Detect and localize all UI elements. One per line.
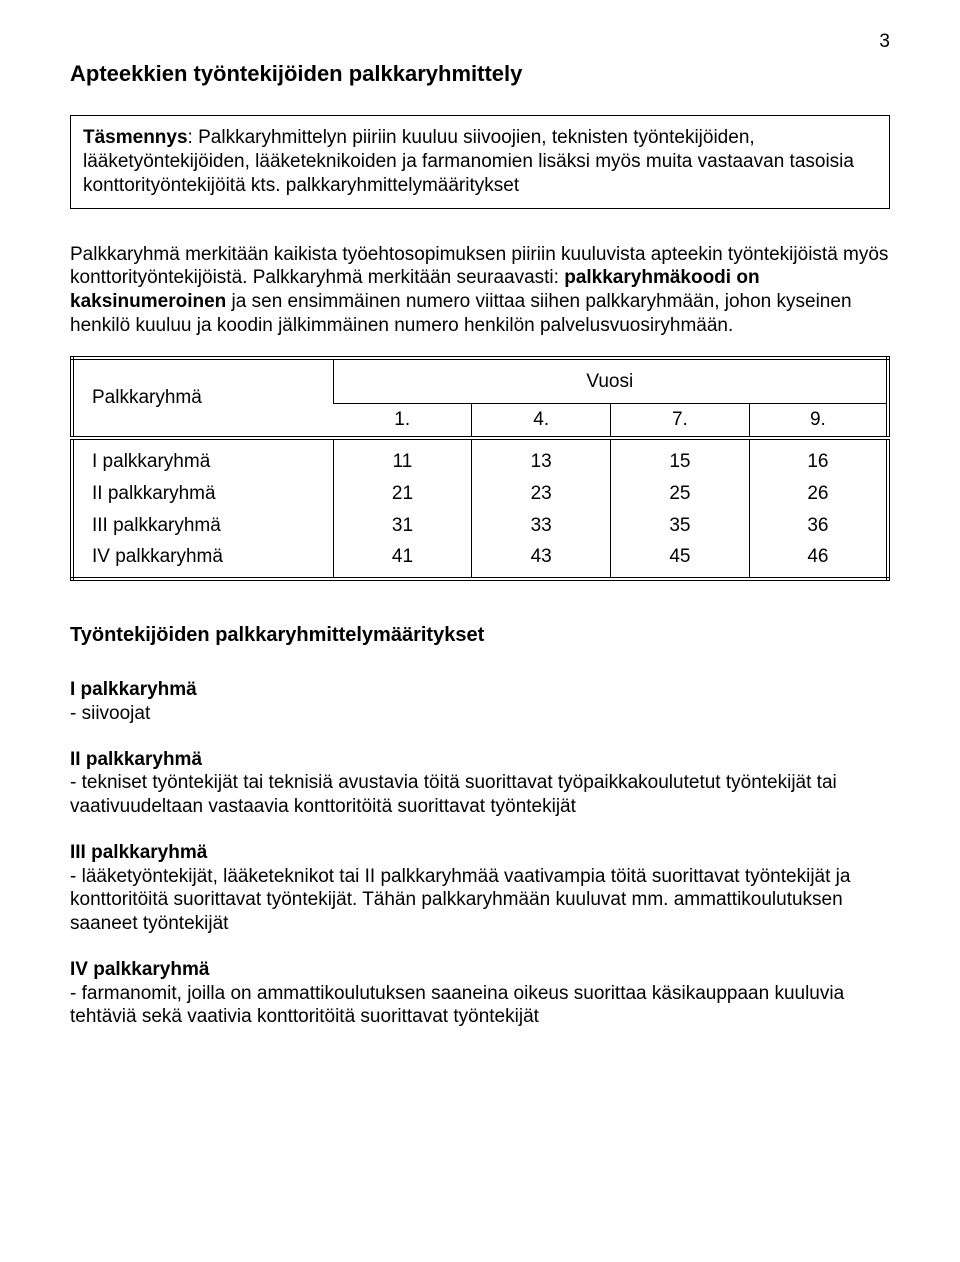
group-block: IV palkkaryhmä - farmanomit, joilla on a… <box>70 958 890 1029</box>
table-colgroup-header: Vuosi <box>333 358 888 404</box>
intro-paragraph: Palkkaryhmä merkitään kaikista työehtoso… <box>70 243 890 338</box>
table-cell: 26 <box>749 478 888 510</box>
group-name: IV palkkaryhmä <box>70 958 890 982</box>
table-row-label: III palkkaryhmä <box>72 510 333 542</box>
table-row-label: IV palkkaryhmä <box>72 541 333 579</box>
clarification-label: Täsmennys <box>83 127 188 148</box>
table-cell: 45 <box>611 541 750 579</box>
table-row: IV palkkaryhmä 41 43 45 46 <box>72 541 888 579</box>
salary-code-table: Palkkaryhmä Vuosi 1. 4. 7. 9. I palkkary… <box>70 356 890 582</box>
table-cell: 21 <box>333 478 472 510</box>
page-number: 3 <box>70 30 890 54</box>
table-cell: 35 <box>611 510 750 542</box>
table-col-year: 7. <box>611 404 750 438</box>
group-block: II palkkaryhmä - tekniset työntekijät ta… <box>70 748 890 819</box>
table-cell: 13 <box>472 438 611 478</box>
table-cell: 25 <box>611 478 750 510</box>
table-cell: 36 <box>749 510 888 542</box>
group-block: III palkkaryhmä - lääketyöntekijät, lääk… <box>70 841 890 936</box>
group-name: I palkkaryhmä <box>70 678 890 702</box>
clarification-text: : Palkkaryhmittelyn piiriin kuuluu siivo… <box>83 127 854 196</box>
definitions-heading: Työntekijöiden palkkaryhmittelymäärityks… <box>70 623 890 648</box>
table-row-label: II palkkaryhmä <box>72 478 333 510</box>
group-desc: - tekniset työntekijät tai teknisiä avus… <box>70 771 890 819</box>
table-col-year: 1. <box>333 404 472 438</box>
table-row: II palkkaryhmä 21 23 25 26 <box>72 478 888 510</box>
table-cell: 46 <box>749 541 888 579</box>
table-col-year: 9. <box>749 404 888 438</box>
table-cell: 11 <box>333 438 472 478</box>
table-cell: 15 <box>611 438 750 478</box>
group-name: II palkkaryhmä <box>70 748 890 772</box>
table-cell: 33 <box>472 510 611 542</box>
group-desc: - siivoojat <box>70 702 890 726</box>
table-cell: 43 <box>472 541 611 579</box>
clarification-box: Täsmennys: Palkkaryhmittelyn piiriin kuu… <box>70 115 890 208</box>
table-row: I palkkaryhmä 11 13 15 16 <box>72 438 888 478</box>
intro-part1: Palkkaryhmä merkitään kaikista työehtoso… <box>70 244 888 289</box>
group-desc: - farmanomit, joilla on ammattikoulutuks… <box>70 982 890 1030</box>
group-name: III palkkaryhmä <box>70 841 890 865</box>
table-col-year: 4. <box>472 404 611 438</box>
table-rowheader: Palkkaryhmä <box>72 358 333 439</box>
page-title: Apteekkien työntekijöiden palkkaryhmitte… <box>70 60 890 88</box>
group-block: I palkkaryhmä - siivoojat <box>70 678 890 726</box>
table-row: III palkkaryhmä 31 33 35 36 <box>72 510 888 542</box>
table-cell: 23 <box>472 478 611 510</box>
table-row-label: I palkkaryhmä <box>72 438 333 478</box>
table-cell: 16 <box>749 438 888 478</box>
table-cell: 41 <box>333 541 472 579</box>
table-cell: 31 <box>333 510 472 542</box>
group-desc: - lääketyöntekijät, lääketeknikot tai II… <box>70 865 890 936</box>
